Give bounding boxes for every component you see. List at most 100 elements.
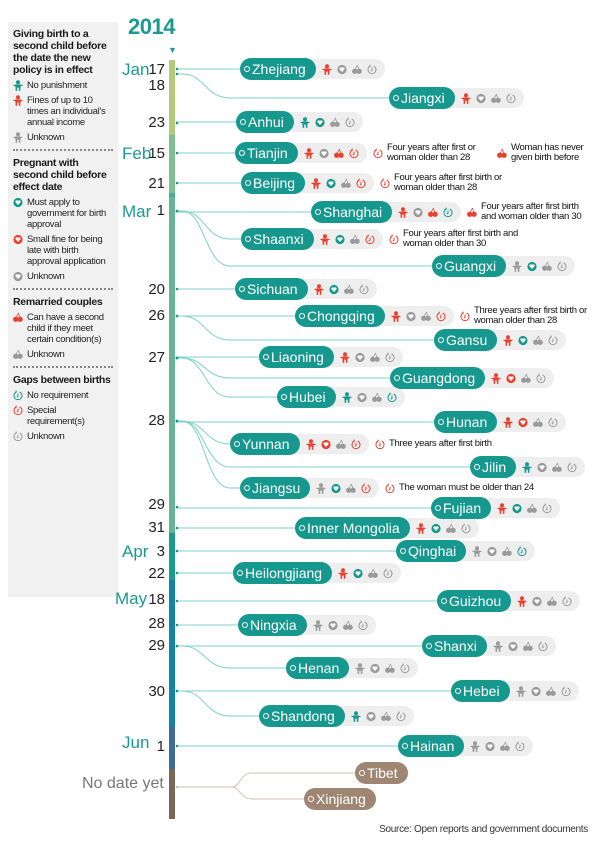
connector-dot [175, 121, 179, 125]
cherries-icon [368, 568, 378, 579]
day-label: 22 [148, 565, 165, 582]
province-pill: Chongqing [295, 305, 385, 327]
cherries-icon [547, 596, 557, 607]
policy-note-text: Three years after first birth or woman o… [474, 304, 587, 326]
province-row: Anhui [236, 111, 363, 133]
cherries-icon [533, 335, 543, 346]
policy-note-text: The woman must be older than 24 [399, 481, 534, 493]
day-label: 29 [148, 637, 165, 654]
pregnant-icon [370, 663, 380, 674]
province-pill: Shaanxi [241, 228, 314, 250]
cherries-icon [420, 311, 431, 322]
policy-icons [501, 681, 579, 701]
policy-note-text: Four years after first birth or woman ol… [394, 171, 502, 193]
connector-dot [175, 623, 179, 627]
policy-icons [327, 387, 405, 407]
child-icon [503, 334, 513, 346]
legend-item: Special requirement(s) [13, 405, 113, 427]
policy-icons [503, 591, 581, 611]
legend-item: No punishment [13, 80, 113, 91]
cherries-icon [545, 686, 556, 697]
province-row: Shanghai [311, 201, 462, 223]
connector-dot [175, 356, 179, 360]
pregnant-icon [334, 234, 345, 245]
pregnant-icon [319, 148, 329, 159]
cherries-icon [521, 373, 531, 384]
connector-dot [175, 209, 179, 213]
legend-item: No requirement [13, 390, 113, 401]
policy-icons [285, 112, 363, 132]
timer-icon [548, 334, 558, 346]
province-pill: Sichuan [235, 278, 308, 300]
province-pill: Heilongjiang [233, 562, 333, 584]
cherries-icon [341, 178, 351, 189]
pregnant-icon [366, 711, 376, 722]
province-row: Tibet [355, 762, 408, 784]
cherries-icon [346, 483, 356, 494]
pregnant-icon [353, 568, 363, 579]
timer-icon [361, 482, 371, 494]
pregnant-icon [13, 234, 27, 245]
cherries-icon [380, 711, 391, 722]
pregnant-icon [475, 93, 486, 104]
child-icon [314, 283, 324, 295]
cherries-icon [552, 462, 562, 473]
policy-icons [483, 498, 561, 518]
day-label: 1 [156, 738, 165, 755]
day-label: 26 [148, 307, 165, 324]
province-pill: Henan [286, 657, 350, 679]
connector-dot [175, 67, 179, 71]
legend-item-label: Unknown [27, 271, 65, 282]
timer-icon [359, 283, 369, 295]
child-icon [13, 132, 27, 143]
policy-icons [324, 563, 402, 583]
year-heading: 2014 [128, 14, 175, 39]
pregnant-icon [331, 483, 341, 494]
cherries-icon [533, 417, 543, 428]
policy-icons [489, 330, 567, 350]
province-pill: Liaoning [259, 346, 334, 368]
timer-icon [385, 482, 395, 494]
policy-note-text: Four years after first birth and woman o… [481, 200, 582, 222]
policy-note: Three years after first birth [375, 433, 492, 455]
pregnant-icon [356, 392, 367, 403]
legend-section-title: Giving birth to a second child before th… [13, 28, 107, 76]
day-label: 31 [148, 519, 165, 536]
policy-icons [298, 615, 376, 635]
connector-dot [175, 419, 179, 423]
pregnant-icon [506, 373, 516, 384]
province-row: Xinjiang [304, 788, 376, 810]
pregnant-icon [13, 197, 27, 208]
month-label: Jan [122, 60, 150, 79]
timer-icon [387, 391, 397, 403]
child-icon [320, 233, 330, 245]
timeline-bar-mar [169, 197, 175, 533]
province-pill: Jilin [470, 456, 517, 478]
legend-divider [13, 149, 113, 151]
policy-icons [299, 279, 377, 299]
pregnant-icon [328, 284, 339, 295]
child-icon [497, 502, 507, 514]
province-row: Ningxia [238, 614, 376, 636]
legend-divider [13, 288, 113, 290]
connector-dot [175, 151, 179, 155]
legend-item: Can have a second child if they meet cer… [13, 312, 113, 345]
cherries-icon [497, 148, 507, 159]
down-arrow-icon: ▼ [168, 45, 177, 55]
province-row: Jiangxi [389, 87, 524, 109]
province-row: Tianjin [235, 142, 367, 164]
policy-icons [456, 736, 534, 756]
connector-dot [175, 644, 179, 648]
day-label: 23 [148, 114, 165, 131]
pregnant-icon [537, 462, 547, 473]
child-icon [306, 438, 316, 450]
legend-section-title: Gaps between births [13, 374, 111, 386]
day-label: 18 [148, 591, 165, 608]
pregnant-icon [518, 417, 528, 428]
connector-line [176, 420, 234, 445]
month-label: Feb [122, 144, 152, 163]
connector-dot [175, 419, 179, 423]
province-pill: Inner Mongolia [295, 517, 410, 539]
province-row: Beijing [241, 172, 375, 194]
timer-icon [389, 233, 399, 245]
